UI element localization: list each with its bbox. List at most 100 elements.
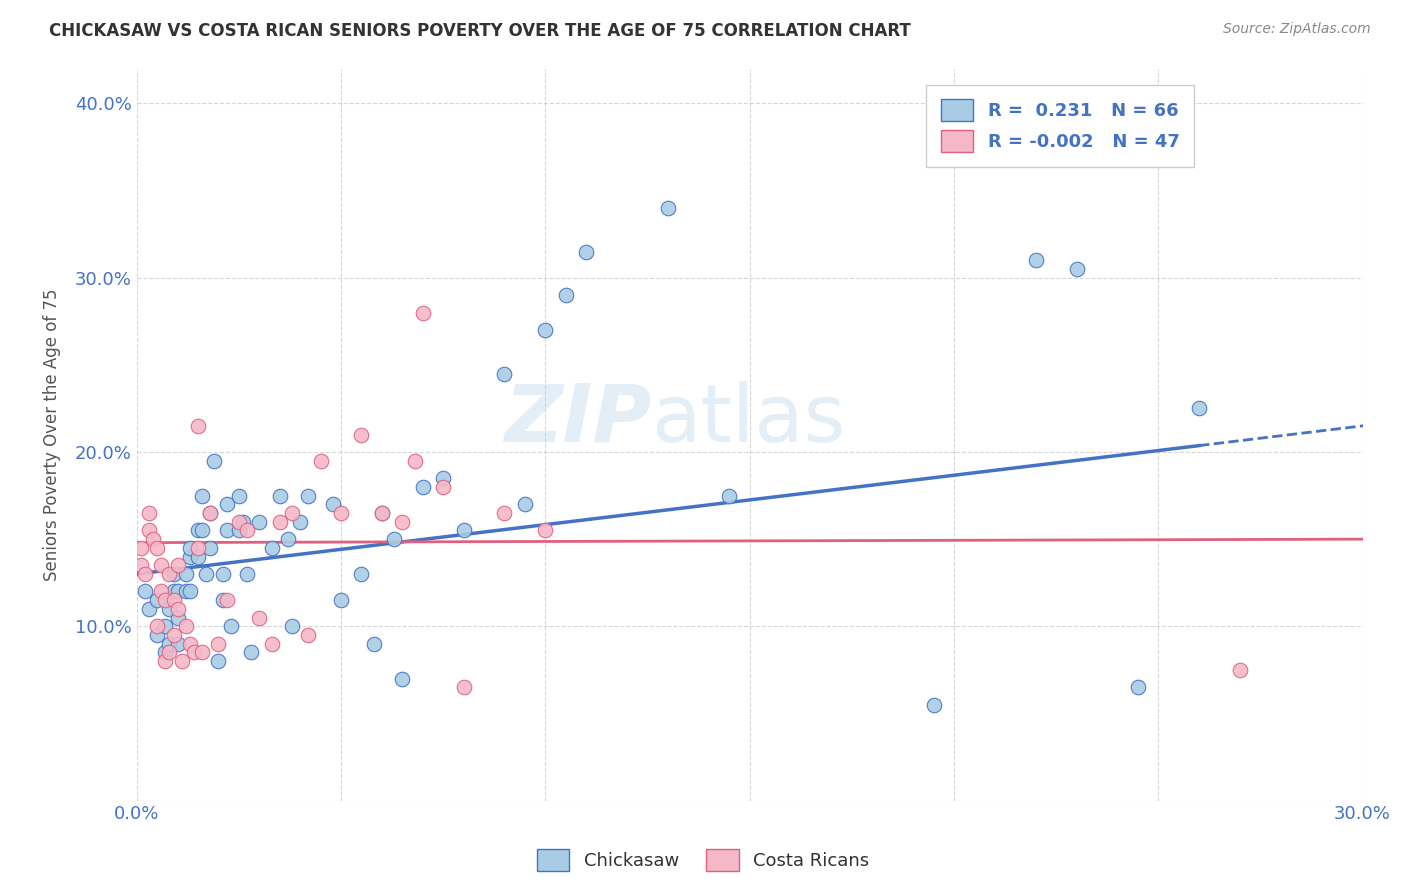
Y-axis label: Seniors Poverty Over the Age of 75: Seniors Poverty Over the Age of 75 [44, 288, 60, 581]
Point [228, 489, 250, 503]
Point [281, 506, 304, 520]
Point [404, 453, 426, 467]
Point [155, 654, 177, 668]
Point [240, 645, 263, 659]
Point [330, 506, 353, 520]
Point [432, 480, 454, 494]
Point [247, 610, 270, 624]
Point [155, 619, 177, 633]
Point [922, 698, 945, 712]
Point [146, 628, 169, 642]
Point [166, 558, 188, 573]
Point [166, 610, 188, 624]
Point [215, 524, 238, 538]
Point [159, 637, 181, 651]
Point [179, 549, 201, 564]
Point [718, 489, 741, 503]
Point [382, 532, 405, 546]
Point [211, 593, 233, 607]
Point [211, 567, 233, 582]
Point [159, 602, 181, 616]
Point [174, 584, 197, 599]
Point [453, 524, 475, 538]
Point [138, 524, 160, 538]
Point [129, 558, 152, 573]
Point [129, 541, 152, 555]
Point [412, 305, 434, 319]
Point [453, 681, 475, 695]
Point [170, 654, 193, 668]
Point [191, 489, 214, 503]
Point [179, 541, 201, 555]
Point [207, 637, 229, 651]
Point [269, 489, 291, 503]
Point [277, 532, 299, 546]
Point [219, 619, 242, 633]
Point [281, 619, 304, 633]
Point [174, 619, 197, 633]
Point [371, 506, 394, 520]
Point [412, 480, 434, 494]
Point [513, 497, 536, 511]
Point [138, 506, 160, 520]
Point [142, 532, 165, 546]
Point [236, 524, 259, 538]
Point [187, 541, 209, 555]
Point [391, 672, 413, 686]
Point [575, 244, 598, 259]
Point [150, 558, 173, 573]
Point [187, 524, 209, 538]
Point [391, 515, 413, 529]
Point [260, 637, 283, 651]
Point [166, 637, 188, 651]
Point [1025, 253, 1047, 268]
Point [159, 645, 181, 659]
Point [657, 201, 679, 215]
Point [174, 567, 197, 582]
Point [166, 602, 188, 616]
Point [290, 515, 312, 529]
Point [162, 584, 184, 599]
Point [191, 645, 214, 659]
Point [146, 541, 169, 555]
Point [166, 584, 188, 599]
Point [309, 453, 332, 467]
Point [155, 593, 177, 607]
Point [134, 567, 156, 582]
Point [207, 654, 229, 668]
Point [232, 515, 254, 529]
Text: ZIP: ZIP [505, 381, 651, 458]
Point [1188, 401, 1211, 416]
Point [1066, 262, 1088, 277]
Point [330, 593, 353, 607]
Point [146, 619, 169, 633]
Point [187, 549, 209, 564]
Point [1126, 681, 1149, 695]
Point [494, 506, 516, 520]
Point [187, 418, 209, 433]
Point [195, 567, 218, 582]
Point [155, 645, 177, 659]
Point [200, 541, 222, 555]
Point [1229, 663, 1251, 677]
Point [350, 427, 373, 442]
Text: atlas: atlas [651, 381, 846, 458]
Point [150, 584, 173, 599]
Point [534, 524, 557, 538]
Point [534, 323, 557, 337]
Point [494, 367, 516, 381]
Point [179, 637, 201, 651]
Point [191, 524, 214, 538]
Point [134, 584, 156, 599]
Point [159, 567, 181, 582]
Point [269, 515, 291, 529]
Point [350, 567, 373, 582]
Text: Source: ZipAtlas.com: Source: ZipAtlas.com [1223, 22, 1371, 37]
Point [363, 637, 385, 651]
Point [215, 497, 238, 511]
Point [200, 506, 222, 520]
Point [183, 645, 205, 659]
Point [228, 515, 250, 529]
Point [202, 453, 225, 467]
Point [200, 506, 222, 520]
